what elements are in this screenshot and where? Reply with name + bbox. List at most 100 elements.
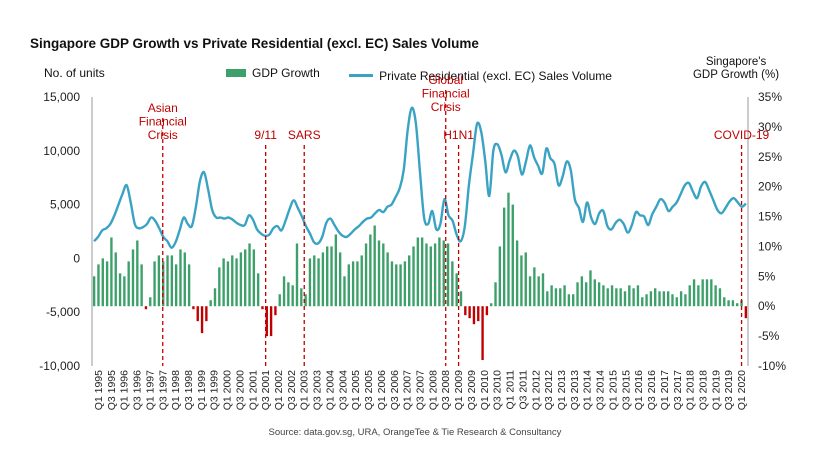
gdp-bar	[187, 264, 191, 307]
x-tick-label: Q1 2008	[427, 370, 439, 410]
x-tick-label: Q3 2006	[389, 370, 401, 410]
gdp-bar	[395, 264, 398, 307]
gdp-bar	[347, 264, 350, 307]
gdp-bar	[300, 288, 303, 307]
gdp-bar	[537, 276, 540, 307]
left-tick-label: 5,000	[50, 198, 80, 212]
x-tick-label: Q3 2005	[363, 370, 375, 410]
gdp-bar	[364, 243, 368, 307]
x-tick-label: Q3 1999	[209, 370, 221, 410]
gdp-bar	[274, 306, 277, 316]
x-tick-label: Q1 2013	[556, 370, 568, 410]
gdp-bar	[559, 288, 562, 307]
gdp-bar	[114, 252, 117, 307]
gdp-bar	[451, 261, 454, 307]
gdp-bar	[546, 291, 549, 307]
left-tick-label: -10,000	[39, 359, 80, 373]
gdp-bar	[511, 204, 514, 307]
event-label: COVID-19	[714, 128, 770, 142]
gdp-bar	[679, 291, 683, 307]
gdp-bar	[330, 246, 333, 307]
event-label: Financial	[422, 87, 470, 101]
gdp-bar	[597, 282, 601, 307]
gdp-bar	[408, 255, 411, 307]
gdp-bar	[360, 255, 363, 307]
x-tick-label: Q3 2003	[312, 370, 324, 410]
gdp-bar	[619, 288, 622, 307]
x-tick-label: Q1 2017	[659, 370, 671, 410]
x-tick-label: Q1 2004	[324, 370, 336, 410]
left-tick-label: 0	[73, 251, 80, 265]
gdp-bar	[684, 294, 687, 307]
x-tick-label: Q1 2006	[376, 370, 388, 410]
x-tick-label: Q1 1998	[170, 370, 182, 410]
x-tick-label: Q3 2001	[260, 370, 272, 410]
gdp-bar	[351, 261, 355, 307]
gdp-bar	[382, 243, 385, 307]
x-tick-label: Q1 2011	[505, 370, 517, 410]
left-tick-label: 15,000	[43, 90, 80, 104]
legend-item-sales: Private Residential (excl. EC) Sales Vol…	[349, 69, 612, 83]
gdp-bar	[136, 240, 139, 307]
x-tick-label: Q1 1997	[144, 370, 156, 410]
gdp-bar	[256, 273, 260, 307]
left-tick-label: -5,000	[46, 305, 80, 319]
right-tick-label: -5%	[758, 329, 780, 343]
gdp-bar	[162, 261, 165, 307]
x-tick-label: Q1 2012	[530, 370, 542, 410]
gdp-bar	[386, 252, 389, 307]
x-tick-label: Q1 1996	[119, 370, 131, 410]
gdp-bar	[606, 288, 609, 307]
x-tick-label: Q3 2010	[492, 370, 504, 410]
gdp-bar	[654, 288, 657, 307]
x-tick-label: Q3 1997	[157, 370, 169, 410]
x-tick-label: Q3 2016	[646, 370, 658, 410]
x-tick-label: Q1 2018	[685, 370, 697, 410]
gdp-bar	[615, 288, 618, 307]
gdp-bar	[477, 306, 480, 322]
gdp-bar	[455, 273, 458, 307]
gdp-bar	[278, 294, 281, 307]
gdp-bar	[714, 285, 717, 307]
gdp-bar	[334, 234, 338, 307]
x-tick-label: Q3 2011	[517, 370, 529, 410]
gdp-bar	[736, 303, 739, 307]
gdp-bar	[494, 282, 497, 307]
gdp-bar	[641, 297, 644, 307]
gdp-bar	[420, 237, 424, 307]
x-tick-label: Q1 2015	[607, 370, 619, 410]
gdp-bar	[485, 306, 489, 316]
right-tick-label: -10%	[758, 359, 786, 373]
gdp-bar	[429, 246, 432, 307]
gdp-bar	[584, 282, 588, 307]
gdp-bar	[589, 270, 592, 307]
gdp-bar	[533, 267, 536, 307]
right-tick-label: 0%	[758, 299, 776, 313]
legend: GDP Growth Private Residential (excl. EC…	[226, 66, 638, 83]
right-tick-label: 35%	[758, 90, 782, 104]
x-tick-label: Q3 2019	[723, 370, 735, 410]
right-tick-label: 20%	[758, 180, 782, 194]
gdp-bar	[744, 306, 748, 319]
gdp-bar	[239, 252, 243, 307]
gdp-bar	[464, 306, 467, 316]
gdp-bar	[265, 306, 268, 337]
gdp-bar	[520, 255, 523, 307]
gdp-bar	[490, 303, 493, 307]
gdp-bar	[472, 306, 476, 325]
gdp-bar	[688, 285, 691, 307]
gdp-bar	[515, 240, 519, 307]
gdp-bar	[144, 306, 148, 310]
gdp-bar	[567, 294, 571, 307]
gdp-bar	[399, 264, 402, 307]
gdp-bar	[196, 306, 199, 322]
gdp-bar	[200, 306, 204, 334]
gdp-bar	[671, 294, 674, 307]
gdp-bar	[118, 273, 122, 307]
gdp-bar	[602, 285, 605, 307]
gdp-bar	[295, 243, 299, 307]
x-tick-label: Q3 1995	[106, 370, 118, 410]
event-label: H1N1	[443, 128, 474, 142]
gdp-bar	[218, 267, 221, 307]
gdp-bar	[701, 279, 704, 307]
